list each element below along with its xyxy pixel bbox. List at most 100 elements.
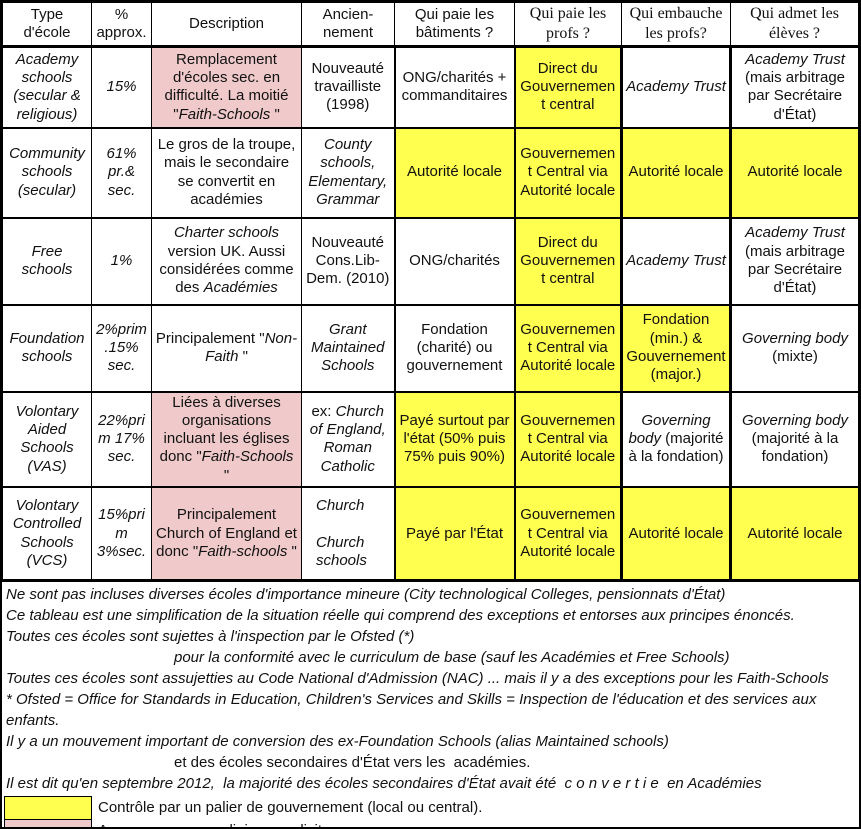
cell-pay: Gouvernement Central via Autorité locale — [513, 485, 622, 582]
col-header-hire: Qui embauche les profs? — [621, 2, 731, 48]
cell-hire: Governing body (majorité à la fondation) — [620, 390, 731, 488]
cell-type: Academy schools (secular & religious) — [2, 45, 92, 128]
cell-age: Nouveauté travailliste (1998) — [301, 45, 395, 128]
text-segment: " — [274, 105, 280, 123]
cell-admit: Governing body (mixte) — [729, 303, 859, 392]
note-line: Il y a un mouvement important de convers… — [6, 733, 669, 751]
cell-age: Church Church schools — [301, 485, 395, 582]
row-voluntary-controlled-schools: Volontary Controlled Schools (VCS) 15%pr… — [2, 485, 859, 582]
text-segment: Non-Faith — [205, 329, 298, 365]
text-segment: " — [242, 348, 248, 365]
yellow-legend-label: Contrôle par un palier de gouvernement (… — [98, 799, 483, 817]
note-line: Il est dit qu'en septembre 2012, la majo… — [6, 775, 762, 793]
legend: Contrôle par un palier de gouvernement (… — [4, 796, 859, 827]
note-line: * Ofsted = Office for Standards in Educa… — [6, 691, 821, 730]
text-segment: Academy Trust — [745, 224, 845, 242]
text-segment: Principalement Church of England et donc… — [156, 506, 297, 560]
cell-description: Remplacement d'écoles sec. en difficulté… — [151, 45, 302, 128]
cell-pay: Direct du Gouvernement central — [513, 45, 622, 128]
row-free-schools: Free schools 1% Charter schools version … — [2, 216, 859, 305]
cell-age: Nouveauté Cons.Lib-Dem. (2010) — [301, 216, 395, 305]
text-segment: Governing body — [742, 329, 848, 347]
cell-type: Foundation schools — [2, 303, 92, 392]
text-segment: Faith-Schools — [201, 448, 294, 466]
row-community-schools: Community schools (secular) 61% pr.& sec… — [2, 126, 859, 218]
text-segment: (mais arbitrage par Secrétaire d'État) — [744, 68, 846, 123]
note-line: Ce tableau est une simplification de la … — [6, 607, 795, 625]
text-segment: version UK. Aussi considérées comme des — [159, 242, 294, 297]
cell-pct: 15% — [91, 45, 152, 128]
text-segment: " — [223, 466, 230, 484]
text-segment: (majorité à la fondation) — [628, 430, 724, 466]
text-segment: Academy Trust — [745, 50, 845, 68]
text-segment: Church of England, Roman Catholic — [309, 402, 386, 475]
pink-swatch — [5, 819, 91, 827]
cell-buildings: Payé par l'État — [393, 485, 515, 582]
cell-type: Volontary Aided Schools (VAS) — [2, 390, 92, 488]
text-segment: Faith-Schools — [178, 105, 275, 123]
cell-pay: Direct du Gouvernement central — [513, 216, 622, 305]
pink-legend-label: Avec programme religieux explicite — [98, 819, 482, 827]
col-header-pay: Qui paie les profs ? — [514, 2, 622, 48]
cell-buildings: ONG/charités — [393, 216, 515, 305]
text-segment: (mixte) — [772, 348, 818, 365]
cell-hire: Fondation (min.) & Gouvernement (major.) — [620, 303, 731, 392]
cell-description: Liées à diverses organisations incluant … — [151, 390, 302, 488]
cell-admit: Academy Trust (mais arbitrage par Secrét… — [729, 216, 859, 305]
cell-hire: Autorité locale — [620, 485, 731, 582]
cell-buildings: Payé surtout par l'état (50% puis 75% pu… — [393, 390, 515, 488]
text-segment: Faith-schools — [198, 542, 292, 560]
col-header-age: Ancien- nement — [301, 2, 395, 48]
col-header-admit: Qui admet les élèves ? — [730, 2, 859, 48]
text-segment: Charter schools — [173, 224, 280, 242]
row-academy-schools: Academy schools (secular & religious) 15… — [2, 45, 859, 128]
cell-pay: Gouvernement Central via Autorité locale — [513, 390, 622, 488]
cell-buildings: ONG/charités + commanditaires — [393, 45, 515, 128]
note-line: Ne sont pas incluses diverses écoles d'i… — [6, 586, 726, 604]
cell-age: Grant Maintained Schools — [301, 303, 395, 392]
cell-age: ex: Church of England, Roman Catholic — [301, 390, 395, 488]
col-header-pct: % approx. — [91, 2, 152, 48]
col-header-buildings: Qui paie les bâtiments ? — [394, 2, 515, 48]
text-segment: (majorité à la fondation) — [751, 430, 839, 466]
note-line: et des écoles secondaires d'État vers le… — [174, 754, 531, 772]
cell-hire: Autorité locale — [620, 126, 731, 218]
note-line: pour la conformité avec le curriculum de… — [174, 649, 730, 667]
cell-hire: Academy Trust — [620, 216, 731, 305]
cell-pct: 61% pr.& sec. — [91, 126, 152, 218]
cell-admit: Academy Trust (mais arbitrage par Secrét… — [729, 45, 859, 128]
cell-type: Volontary Controlled Schools (VCS) — [2, 485, 92, 582]
cell-buildings: Fondation (charité) ou gouvernement — [393, 303, 515, 392]
note-line: Toutes ces écoles sont assujetties au Co… — [6, 670, 829, 688]
text-segment: Governing body — [742, 411, 848, 429]
cell-pct: 2%prim .15% sec. — [91, 303, 152, 392]
footnotes: Ne sont pas incluses diverses écoles d'i… — [2, 582, 859, 794]
cell-buildings: Autorité locale — [393, 126, 515, 218]
cell-description: Charter schools version UK. Aussi consid… — [151, 216, 302, 305]
text-segment: Remplacement d'écoles sec. en difficulté… — [164, 50, 289, 123]
cell-pay: Gouvernement Central via Autorité locale — [513, 126, 622, 218]
cell-description: Principalement "Non-Faith " — [151, 303, 302, 392]
row-foundation-schools: Foundation schools 2%prim .15% sec. Prin… — [2, 303, 859, 392]
header-row: Type d'école % approx. Description Ancie… — [2, 2, 859, 48]
text-segment: Liées à diverses organisations incluant … — [159, 393, 290, 466]
cell-admit: Governing body (majorité à la fondation) — [729, 390, 859, 488]
cell-pct: 1% — [91, 216, 152, 305]
school-types-table: Type d'école % approx. Description Ancie… — [2, 2, 859, 583]
text-segment: ex: — [311, 402, 336, 420]
yellow-swatch — [5, 797, 91, 820]
cell-admit: Autorité locale — [729, 485, 859, 582]
row-voluntary-aided-schools: Volontary Aided Schools (VAS) 22%prim 17… — [2, 390, 859, 488]
text-segment: Académies — [203, 279, 278, 297]
text-segment: Principalement " — [155, 329, 265, 347]
cell-age: County schools, Elementary, Grammar — [301, 126, 395, 218]
cell-pct: 22%prim 17% sec. — [91, 390, 152, 488]
cell-description: Le gros de la troupe, mais le secondaire… — [151, 126, 302, 218]
note-line: Toutes ces écoles sont sujettes à l'insp… — [6, 628, 415, 646]
cell-pct: 15%prim 3%sec. — [91, 485, 152, 582]
legend-swatches — [4, 796, 92, 827]
cell-admit: Autorité locale — [729, 126, 859, 218]
legend-labels: Contrôle par un palier de gouvernement (… — [92, 796, 483, 827]
cell-type: Free schools — [2, 216, 92, 305]
